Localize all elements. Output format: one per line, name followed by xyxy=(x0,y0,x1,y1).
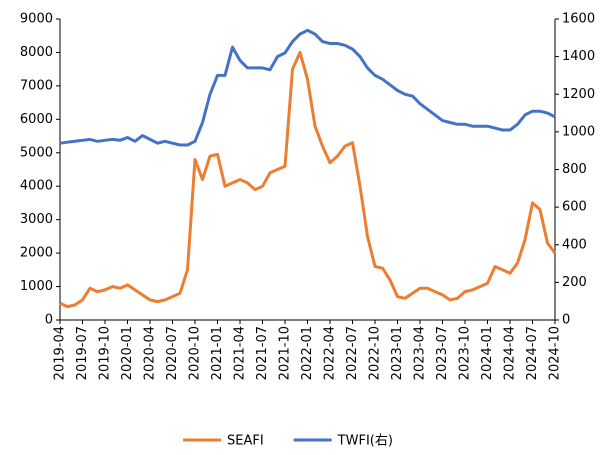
y-tick-label: 4000 xyxy=(20,179,53,194)
y-tick-label: 2000 xyxy=(20,246,53,261)
series-line xyxy=(59,50,557,309)
y-tick-label: 9000 xyxy=(20,12,53,27)
x-tick-label: 2021-10 xyxy=(278,326,293,380)
y2-tick-label: 400 xyxy=(562,237,587,252)
x-tick-label: 2020-01 xyxy=(120,326,135,380)
y2-tick-label: 1600 xyxy=(562,12,595,27)
y-tick-label: 1000 xyxy=(20,279,53,294)
x-tick-label: 2021-01 xyxy=(210,326,225,380)
y2-tick-label: 200 xyxy=(562,275,587,290)
y2-tick-label: 1200 xyxy=(562,87,595,102)
y2-tick-label: 0 xyxy=(562,313,570,328)
x-tick-label: 2024-07 xyxy=(525,326,540,380)
y2-tick-label: 1000 xyxy=(562,124,595,139)
x-tick-label: 2020-04 xyxy=(143,326,158,380)
x-tick-label: 2022-01 xyxy=(300,326,315,380)
x-tick-label: 2022-04 xyxy=(323,326,338,380)
x-tick-label: 2022-07 xyxy=(345,326,360,380)
x-tick-label: 2020-07 xyxy=(165,326,180,380)
x-tick-label: 2021-07 xyxy=(255,326,270,380)
y-tick-label: 7000 xyxy=(20,78,53,93)
x-tick-label: 2023-01 xyxy=(390,326,405,380)
x-tick-label: 2023-07 xyxy=(435,326,450,380)
y-tick-label: 5000 xyxy=(20,145,53,160)
x-tick-label: 2019-07 xyxy=(75,326,90,380)
y-tick-label: 3000 xyxy=(20,212,53,227)
y2-tick-label: 600 xyxy=(562,200,587,215)
x-tick-label: 2023-10 xyxy=(458,326,473,380)
x-tick-label: 2020-10 xyxy=(188,326,203,380)
legend-label: SEAFI xyxy=(227,434,264,449)
x-tick-label: 2019-10 xyxy=(98,326,113,380)
y-tick-label: 6000 xyxy=(20,112,53,127)
x-tick-label: 2023-04 xyxy=(413,326,428,380)
y-tick-label: 0 xyxy=(45,313,53,328)
x-tick-label: 2024-04 xyxy=(503,326,518,380)
x-tick-label: 2024-10 xyxy=(548,326,563,380)
y2-tick-label: 800 xyxy=(562,162,587,177)
y-tick-label: 8000 xyxy=(20,45,53,60)
y2-tick-label: 1400 xyxy=(562,49,595,64)
legend-item: TWFI(右) xyxy=(293,434,393,449)
legend-label: TWFI(右) xyxy=(337,434,393,449)
series-line xyxy=(59,28,556,147)
legend-item: SEAFI xyxy=(183,434,264,449)
x-tick-label: 2021-04 xyxy=(233,326,248,380)
x-tick-label: 2019-04 xyxy=(53,326,68,380)
x-tick-label: 2024-01 xyxy=(480,326,495,380)
x-tick-label: 2022-10 xyxy=(368,326,383,380)
